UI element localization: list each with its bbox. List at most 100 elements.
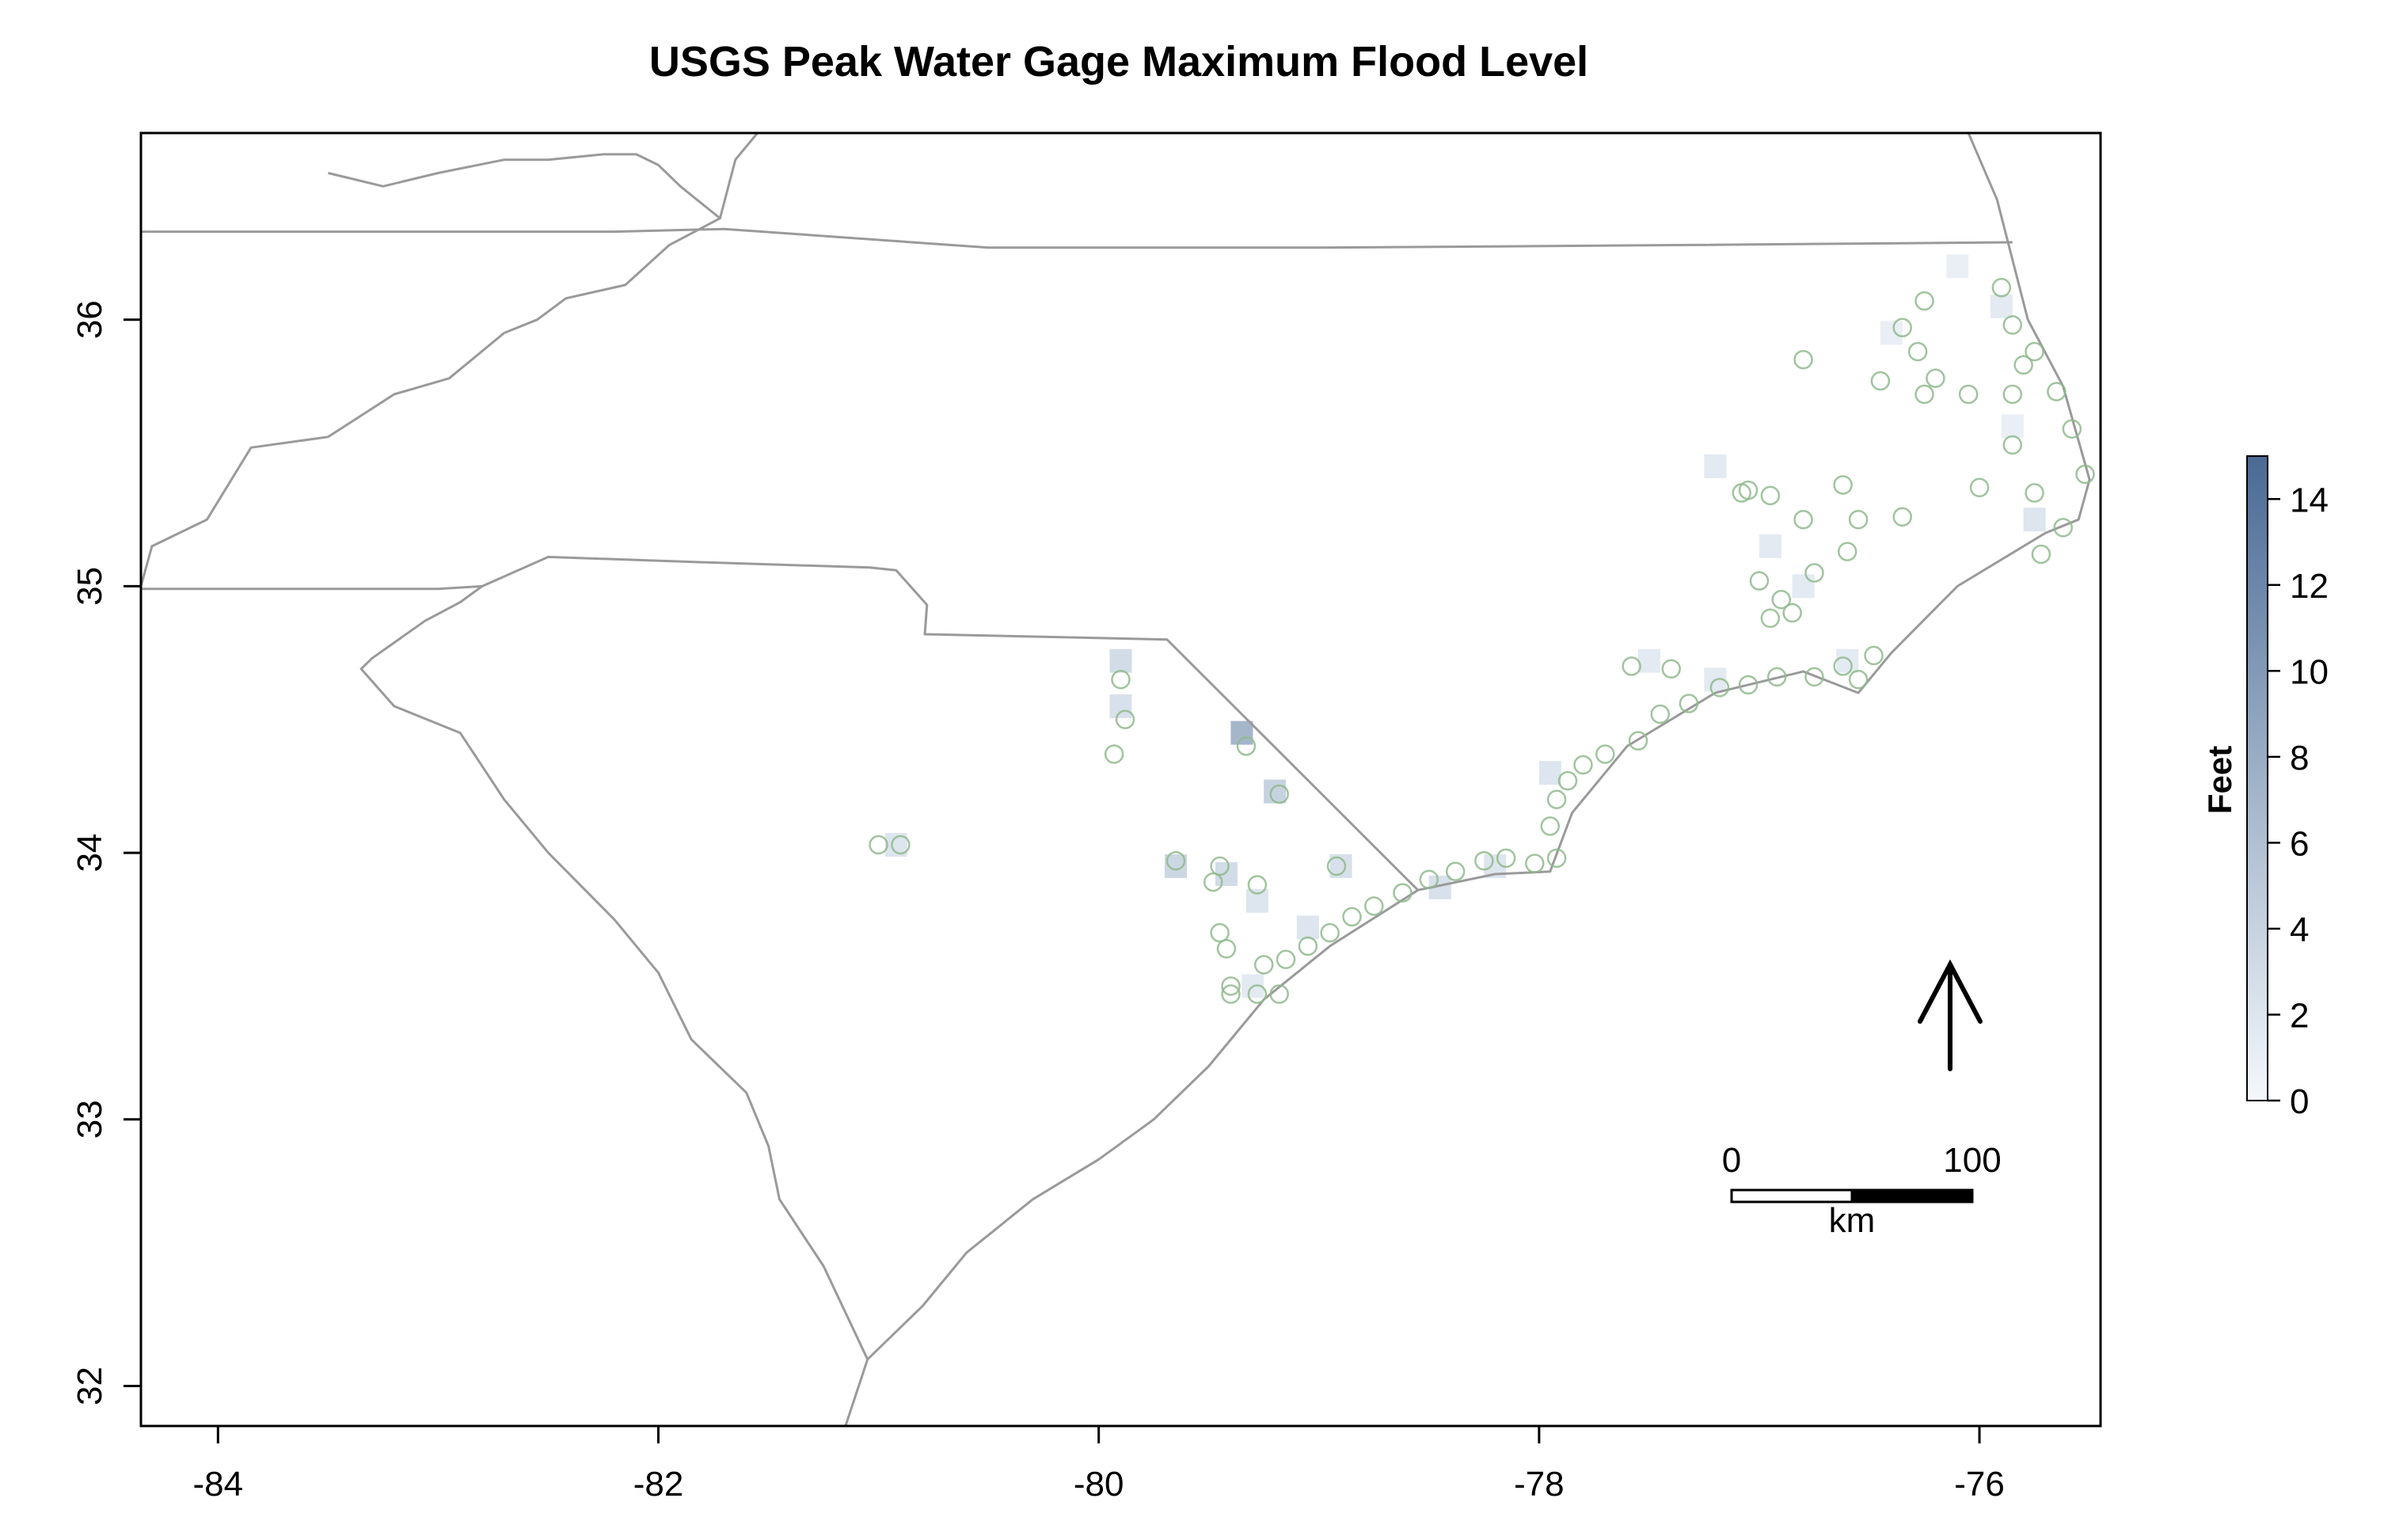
gage-point <box>1958 384 1979 405</box>
gage-point <box>2062 419 2082 439</box>
gage-point <box>1419 869 1439 890</box>
gage-point <box>2031 544 2051 565</box>
gage-point <box>1804 667 1824 687</box>
gage-point <box>869 835 888 855</box>
scale-bar-end-label: 100 <box>1943 1141 2001 1180</box>
x-tick-label: -80 <box>1074 1465 1124 1504</box>
scale-bar: 0 100 km <box>1722 1141 2002 1240</box>
color-legend: 0 2 4 6 8 10 12 14 Feet <box>2201 455 2329 1121</box>
gage-point <box>1269 984 1289 1004</box>
flood-cell <box>1109 694 1132 718</box>
gage-point <box>2002 435 2023 455</box>
gage-point <box>1474 850 1494 871</box>
legend-tick-label: 12 <box>2290 567 2329 606</box>
flood-cell <box>1637 648 1660 673</box>
flood-cell <box>1836 648 1859 673</box>
gage-point <box>1732 483 1751 503</box>
gage-point <box>1546 848 1567 869</box>
gage-point <box>1269 784 1289 804</box>
gage-points <box>869 278 2095 1004</box>
gage-point <box>1364 896 1384 916</box>
gage-point <box>1210 922 1230 943</box>
gage-point <box>1892 507 1912 527</box>
gage-point <box>2075 464 2095 485</box>
gage-point <box>1496 848 1516 869</box>
gage-point <box>1793 349 1813 370</box>
boundary-line <box>328 153 721 219</box>
flood-cell <box>1230 721 1253 745</box>
gage-point <box>1595 744 1615 764</box>
gage-point <box>1628 731 1648 751</box>
scale-bar-black-segment <box>1850 1188 1974 1203</box>
boundary-line <box>359 585 869 1426</box>
gage-point <box>1969 477 1990 498</box>
gage-point <box>1557 770 1578 791</box>
flood-cell <box>2023 508 2046 532</box>
gage-point <box>2053 518 2073 538</box>
gage-point <box>1771 589 1792 610</box>
gage-point <box>1914 384 1934 405</box>
plot-frame <box>139 131 2102 1428</box>
gage-point <box>1111 669 1131 690</box>
north-arrow-icon <box>1918 959 1983 1071</box>
y-axis: 32 33 34 35 36 <box>70 300 143 1405</box>
gage-point <box>1326 856 1347 876</box>
flood-cell <box>1990 294 2013 318</box>
gage-point <box>1661 659 1681 679</box>
gage-point <box>1679 694 1699 713</box>
boundary-line <box>141 227 2013 249</box>
flood-cell <box>1880 321 1903 345</box>
gage-point <box>1210 856 1230 876</box>
gage-point <box>1870 371 1891 391</box>
legend-tick-label: 2 <box>2290 996 2309 1035</box>
flood-cell <box>1759 534 1781 558</box>
gage-point <box>1393 883 1413 903</box>
scale-bar-unit-label: km <box>1829 1201 1876 1240</box>
x-tick-label: -84 <box>193 1465 244 1504</box>
gage-point <box>1848 669 1869 690</box>
gage-point <box>1445 861 1466 881</box>
boundary-line <box>141 555 1419 892</box>
chart-title: USGS Peak Water Gage Maximum Flood Level <box>649 38 1588 86</box>
x-tick-label: -76 <box>1954 1465 2005 1504</box>
gage-point <box>1991 278 2012 298</box>
flood-cell <box>1296 915 1319 940</box>
gage-point <box>1760 485 1781 506</box>
scale-bar-white-segment <box>1730 1188 1854 1203</box>
gage-point <box>1221 984 1241 1004</box>
gage-point <box>1907 341 1928 362</box>
gage-point <box>1782 603 1802 623</box>
state-boundaries <box>141 133 2091 1426</box>
gage-point <box>1709 678 1730 698</box>
gage-point <box>1914 291 1934 311</box>
boundary-line <box>141 133 759 587</box>
y-tick-label: 34 <box>70 834 109 873</box>
gage-point <box>1203 872 1223 892</box>
legend-color-bar <box>2246 455 2268 1101</box>
gage-point <box>2002 315 2023 335</box>
gage-point <box>1115 709 1135 729</box>
flood-level-raster <box>884 254 2046 998</box>
flood-cell <box>1792 574 1815 599</box>
gage-point <box>1104 744 1124 764</box>
gage-point <box>1766 667 1787 687</box>
gage-point <box>2025 483 2044 503</box>
gage-point <box>1760 608 1781 629</box>
legend-tick-label: 10 <box>2290 652 2329 691</box>
flood-cell <box>1245 888 1268 913</box>
gage-point <box>1650 704 1671 724</box>
gage-point <box>1738 675 1759 695</box>
boundary-line <box>866 133 2091 1360</box>
gage-point <box>891 835 911 855</box>
gage-point <box>1276 949 1296 970</box>
gage-point <box>1216 939 1237 959</box>
flood-cell <box>1946 254 1969 279</box>
gage-point <box>1254 955 1274 975</box>
legend-tick-label: 14 <box>2290 481 2329 519</box>
gage-point <box>1247 875 1268 895</box>
plot-area <box>139 131 2102 1428</box>
flood-cell <box>1704 454 1727 478</box>
gage-point <box>1573 755 1593 775</box>
flood-cell <box>2001 414 2024 439</box>
gage-point <box>1546 789 1567 810</box>
